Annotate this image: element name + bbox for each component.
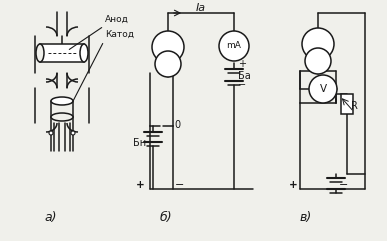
Ellipse shape [51,97,73,105]
Text: а): а) [44,211,57,224]
Text: б): б) [160,211,173,224]
Bar [341,94,353,114]
Text: −: − [238,80,246,90]
Text: −: − [339,180,348,190]
Circle shape [152,31,184,63]
Text: V: V [319,84,327,94]
Circle shape [305,48,331,74]
Circle shape [71,131,75,135]
Text: −: − [175,180,184,190]
Ellipse shape [80,44,88,62]
Bar [40,44,84,62]
Text: mА: mА [226,41,241,51]
Text: +: + [136,180,145,190]
Circle shape [302,28,334,60]
Text: Ба: Ба [238,71,251,81]
Text: Ia: Ia [196,3,206,13]
Circle shape [219,31,249,61]
Circle shape [49,131,53,135]
Text: +: + [238,59,246,69]
Circle shape [155,51,181,77]
Ellipse shape [36,44,44,62]
Ellipse shape [51,113,73,121]
Text: +: + [289,180,298,190]
Text: R: R [351,101,358,111]
Text: Бн: Бн [133,138,146,148]
Text: 0: 0 [174,120,180,130]
Text: Анод: Анод [105,15,129,24]
Text: в): в) [300,211,312,224]
Text: Катод: Катод [105,30,134,39]
Circle shape [309,75,337,103]
